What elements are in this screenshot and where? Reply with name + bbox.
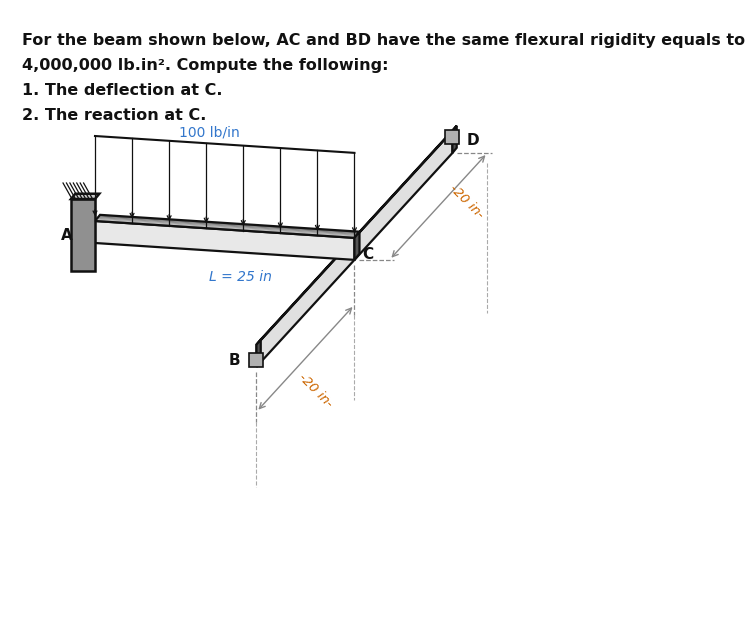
Text: A: A xyxy=(62,227,73,242)
Text: C: C xyxy=(362,248,374,262)
Text: 4,000,000 lb.in². Compute the following:: 4,000,000 lb.in². Compute the following: xyxy=(22,58,388,73)
Polygon shape xyxy=(260,127,456,341)
Polygon shape xyxy=(250,353,263,367)
Polygon shape xyxy=(259,128,455,342)
Polygon shape xyxy=(256,339,261,367)
Polygon shape xyxy=(71,199,95,271)
Polygon shape xyxy=(258,128,454,343)
Polygon shape xyxy=(71,194,99,199)
Polygon shape xyxy=(260,127,456,341)
Polygon shape xyxy=(256,130,453,345)
Polygon shape xyxy=(95,220,355,238)
Text: L = 25 in: L = 25 in xyxy=(209,270,272,284)
Polygon shape xyxy=(98,216,358,234)
Text: For the beam shown below, AC and BD have the same flexural rigidity equals to: For the beam shown below, AC and BD have… xyxy=(22,33,745,48)
Text: 2. The reaction at C.: 2. The reaction at C. xyxy=(22,108,206,123)
Polygon shape xyxy=(257,130,454,344)
Text: 100 lb/in: 100 lb/in xyxy=(179,125,240,139)
Polygon shape xyxy=(256,131,452,367)
Polygon shape xyxy=(355,232,359,260)
Polygon shape xyxy=(99,216,358,233)
Polygon shape xyxy=(96,218,356,236)
Text: 1. The deflection at C.: 1. The deflection at C. xyxy=(22,83,223,98)
Polygon shape xyxy=(452,126,457,153)
Polygon shape xyxy=(445,130,459,144)
Text: -20 in-: -20 in- xyxy=(446,182,486,221)
Text: -20 in-: -20 in- xyxy=(296,372,335,411)
Text: D: D xyxy=(466,134,479,149)
Polygon shape xyxy=(96,220,356,237)
Polygon shape xyxy=(100,215,359,232)
Polygon shape xyxy=(98,217,358,235)
Text: B: B xyxy=(229,353,241,368)
Polygon shape xyxy=(260,126,457,340)
Polygon shape xyxy=(95,221,355,260)
Polygon shape xyxy=(97,218,357,235)
Polygon shape xyxy=(257,129,454,344)
